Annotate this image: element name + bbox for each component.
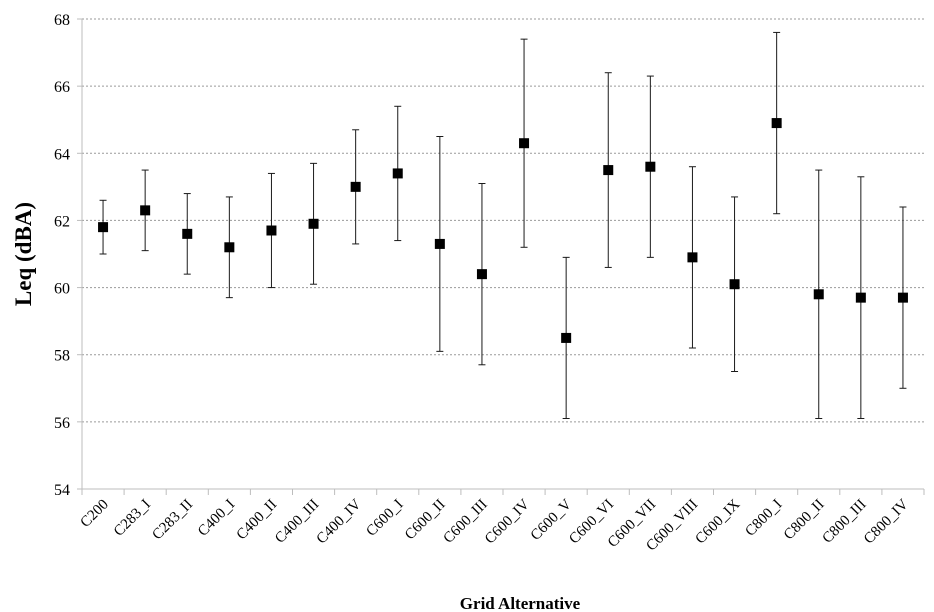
x-axis-title: Grid Alternative (460, 594, 581, 612)
marker (308, 218, 319, 229)
x-tick-label: C400_III (272, 497, 322, 547)
marker (519, 138, 530, 149)
marker (897, 292, 908, 303)
data-point-C600_VIII (687, 166, 698, 349)
x-tick-label: C600_I (363, 497, 406, 540)
x-tick-label: C800_IV (861, 496, 912, 547)
y-tick-label: 62 (54, 213, 70, 230)
data-point-C600_III (476, 183, 487, 366)
data-point-C600_I (392, 105, 403, 242)
y-tick-label: 58 (54, 348, 70, 365)
x-tick-label: C800_I (742, 497, 785, 540)
data-series (98, 31, 908, 419)
marker (729, 279, 740, 290)
axes (77, 18, 925, 495)
data-point-C400_I (224, 196, 235, 299)
x-tick-labels: C200C283_IC283_IIC400_IC400_IIC400_IIIC4… (78, 496, 912, 554)
marker (813, 289, 824, 300)
data-point-C400_IV (350, 129, 361, 245)
x-tick-label: C600_III (441, 497, 491, 547)
data-point-C283_I (140, 169, 151, 252)
y-tick-labels: 54 56 58 60 62 64 66 68 (54, 12, 70, 499)
data-point-C600_IV (519, 38, 530, 248)
data-point-C283_II (182, 193, 193, 275)
data-point-C600_V (561, 256, 572, 419)
marker (771, 118, 782, 129)
marker (645, 161, 656, 172)
marker (687, 252, 698, 263)
data-point-C400_III (308, 162, 319, 285)
y-tick-label: 68 (54, 12, 70, 29)
marker (392, 168, 403, 179)
x-tick-label: C400_I (195, 497, 238, 540)
y-axis-title: Leq (dBA) (11, 202, 36, 306)
x-tick-label: C800_III (819, 497, 869, 547)
gridlines (82, 18, 924, 423)
data-point-C800_I (771, 31, 782, 215)
marker (476, 269, 487, 280)
x-tick-label: C600_IX (693, 496, 744, 547)
x-tick-label: C283_II (149, 497, 196, 544)
x-tick-label: C400_IV (314, 496, 365, 547)
data-point-C400_II (266, 172, 277, 289)
y-tick-label: 60 (54, 281, 70, 298)
marker (561, 332, 572, 343)
data-point-C600_II (434, 136, 445, 352)
x-tick-label: C600_IV (482, 496, 533, 547)
data-point-C200 (98, 199, 109, 255)
marker (140, 205, 151, 216)
marker (603, 165, 614, 176)
x-tick-label: C283_I (111, 497, 154, 540)
marker (98, 222, 109, 233)
data-point-C800_III (855, 176, 866, 419)
data-point-C600_VI (603, 72, 614, 268)
data-point-C800_IV (897, 206, 908, 389)
y-tick-label: 54 (54, 482, 70, 499)
marker (224, 242, 235, 253)
data-point-C600_VII (645, 75, 656, 258)
y-tick-label: 64 (54, 146, 70, 163)
y-tick-label: 56 (54, 415, 70, 432)
marker (266, 225, 277, 236)
data-point-C800_II (813, 169, 824, 419)
y-tick-label: 66 (54, 79, 70, 96)
marker (434, 238, 445, 249)
marker (350, 181, 361, 192)
marker (855, 292, 866, 303)
x-tick-label: C200 (78, 497, 112, 531)
data-point-C600_IX (729, 196, 740, 372)
marker (182, 228, 193, 239)
